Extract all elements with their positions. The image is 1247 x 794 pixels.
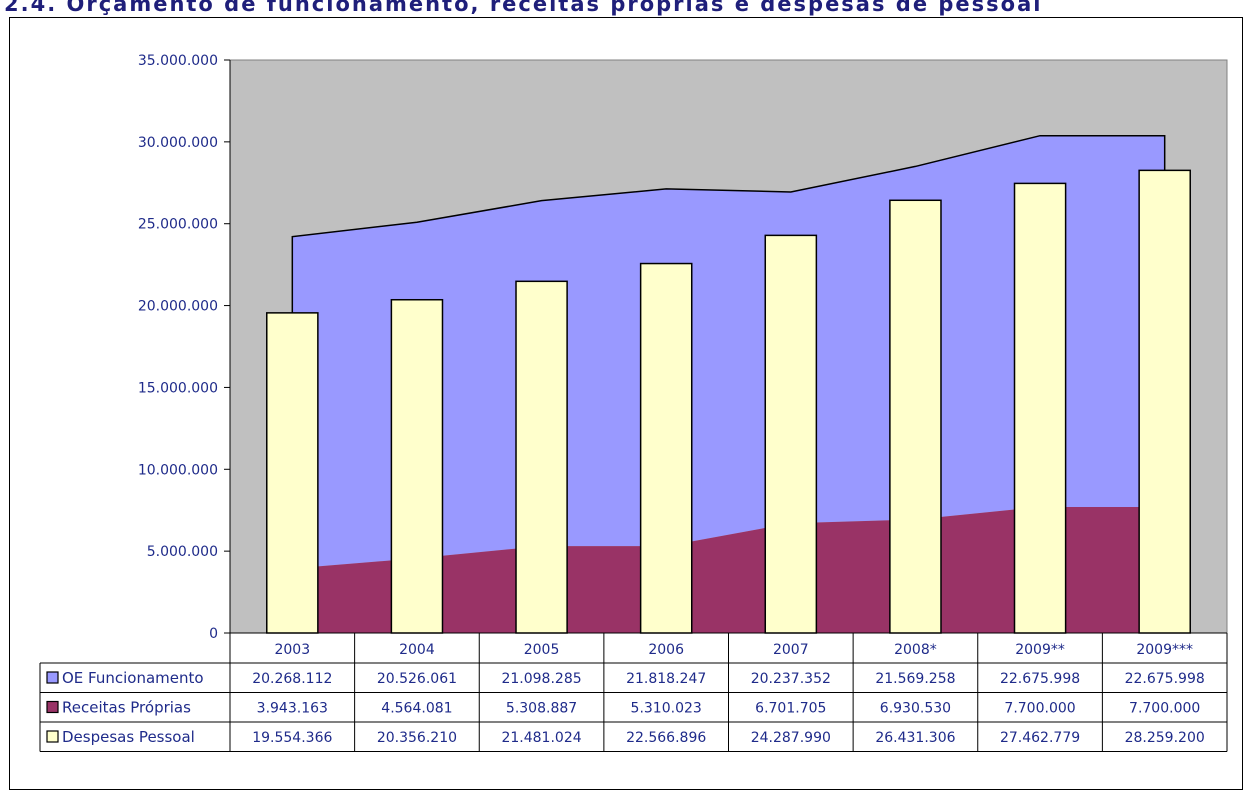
- x-tick-label: 2009***: [1136, 642, 1193, 658]
- y-tick-label: 5.000.000: [147, 544, 218, 560]
- data-label: 21.818.247: [626, 671, 706, 687]
- y-tick-label: 10.000.000: [138, 462, 218, 478]
- y-tick-label: 15.000.000: [138, 380, 218, 396]
- x-tick-label: 2006: [648, 642, 684, 658]
- y-tick-label: 30.000.000: [138, 135, 218, 151]
- area-receitas-proprias: [292, 506, 1165, 633]
- legend-label: OE Funcionamento: [62, 669, 204, 687]
- bar-despesas-pessoal: [639, 262, 693, 634]
- area-oe-funcionamento: [292, 135, 1165, 569]
- data-label: 20.356.210: [377, 730, 457, 746]
- data-label: 22.675.998: [1000, 671, 1080, 687]
- x-tick-label: 2009**: [1015, 642, 1065, 658]
- x-tick-label: 2007: [773, 642, 809, 658]
- data-label: 22.566.896: [626, 730, 706, 746]
- data-label: 26.431.306: [875, 730, 955, 746]
- bar-despesas-pessoal: [764, 234, 818, 634]
- data-label: 20.237.352: [751, 671, 831, 687]
- data-label: 24.287.990: [751, 730, 831, 746]
- data-label: 7.700.000: [1129, 701, 1200, 717]
- data-label: 27.462.779: [1000, 730, 1080, 746]
- data-label: 19.554.366: [252, 730, 332, 746]
- area-oe-outline: [291, 134, 1166, 633]
- y-tick-label: 25.000.000: [138, 217, 218, 233]
- legend-swatch: [46, 671, 59, 684]
- data-label: 4.564.081: [381, 701, 452, 717]
- y-tick-label: 0: [209, 626, 218, 642]
- bar-despesas-pessoal: [1138, 169, 1191, 634]
- data-label: 3.943.163: [257, 701, 328, 717]
- legend-label: Receitas Próprias: [62, 699, 191, 717]
- data-label: 21.569.258: [875, 671, 955, 687]
- y-tick-label: 35.000.000: [138, 53, 218, 69]
- x-tick-label: 2008*: [894, 642, 937, 658]
- data-label: 7.700.000: [1004, 701, 1075, 717]
- bar-despesas-pessoal: [889, 199, 942, 634]
- y-tick-label: 20.000.000: [138, 299, 218, 315]
- bar-despesas-pessoal: [515, 280, 568, 634]
- page-heading: 2.4. Orçamento de funcionamento, receita…: [4, 0, 1043, 16]
- x-tick-label: 2003: [274, 642, 310, 658]
- legend-label: Despesas Pessoal: [62, 728, 195, 746]
- x-tick-label: 2004: [399, 642, 435, 658]
- data-label: 5.310.023: [631, 701, 702, 717]
- data-label: 21.481.024: [501, 730, 581, 746]
- data-label: 5.308.887: [506, 701, 577, 717]
- bar-despesas-pessoal: [390, 298, 444, 634]
- x-tick-label: 2005: [524, 642, 560, 658]
- data-label: 20.268.112: [252, 671, 332, 687]
- data-label: 6.701.705: [755, 701, 826, 717]
- legend-swatch: [46, 700, 59, 714]
- data-label: 6.930.530: [880, 701, 951, 717]
- data-label: 28.259.200: [1125, 730, 1205, 746]
- data-label: 20.526.061: [377, 671, 457, 687]
- bar-despesas-pessoal: [1013, 182, 1067, 634]
- bar-despesas-pessoal: [266, 312, 319, 634]
- legend-swatch: [46, 730, 59, 743]
- data-label: 21.098.285: [501, 671, 581, 687]
- data-label: 22.675.998: [1125, 671, 1205, 687]
